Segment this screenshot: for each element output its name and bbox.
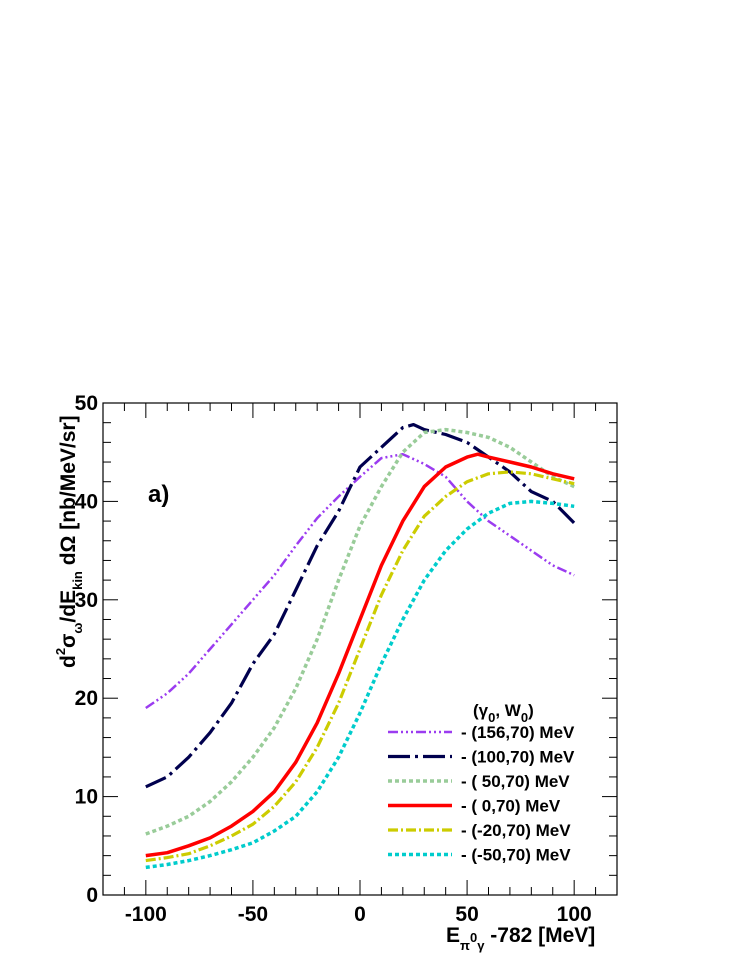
y-tick-label: 40 <box>75 490 98 513</box>
legend-title-sub-0: 0 <box>488 710 495 725</box>
legend-label-3: - ( 50,70) MeV <box>461 772 570 791</box>
series-layer <box>145 423 576 870</box>
legend: (γ0, W0) - (156,70) MeV- (100,70) MeV- (… <box>388 701 575 865</box>
legend-label-1: - (156,70) MeV <box>461 723 575 742</box>
y-label-mid: /dE <box>57 590 80 623</box>
series-line-2 <box>145 423 576 789</box>
y-label-tail: dΩ [nb/MeV/sr] <box>57 415 80 571</box>
x-axis-label: Eπ0γ -782 [MeV] <box>446 924 595 953</box>
legend-title: (γ0, W0) <box>473 701 534 725</box>
y-tick-label: 30 <box>75 589 98 612</box>
x-axis-ticks: -100 -50 0 50 100 <box>102 403 618 926</box>
y-tick-label: 10 <box>75 786 98 809</box>
legend-title-close: ) <box>528 701 534 720</box>
legend-title-open: (γ <box>473 701 489 720</box>
x-label-tail: -782 [MeV] <box>484 924 595 947</box>
x-tick-label: -100 <box>125 903 167 926</box>
y-label-d: d <box>57 655 80 668</box>
y-label-sup2: 2 <box>53 648 68 655</box>
legend-label-4: - ( 0,70) MeV <box>461 797 561 816</box>
legend-label-5: - (-20,70) MeV <box>461 821 571 840</box>
series-line-6 <box>145 499 575 870</box>
series-line-1 <box>145 452 575 710</box>
y-tick-label: 20 <box>75 687 98 710</box>
x-label-sub-gamma: γ <box>477 938 485 953</box>
y-axis-label: d2σω/dEkin dΩ [nb/MeV/sr] <box>53 415 85 668</box>
legend-label-2: - (100,70) MeV <box>461 748 575 767</box>
x-label-sub-zero: 0 <box>470 930 477 945</box>
y-label-sigma: σ <box>57 634 80 648</box>
x-tick-label: -50 <box>238 903 268 926</box>
svg-text:d2σω/dEkin dΩ [nb/MeV/sr]: d2σω/dEkin dΩ [nb/MeV/sr] <box>53 415 85 668</box>
legend-title-w: , W <box>495 701 521 720</box>
svg-text:Eπ0γ -782 [MeV]: Eπ0γ -782 [MeV] <box>446 924 595 953</box>
legend-title-sub-w0: 0 <box>521 710 528 725</box>
x-tick-label: 0 <box>354 903 366 926</box>
legend-label-6: - (-50,70) MeV <box>461 846 571 865</box>
y-axis-ticks: 0 10 20 30 40 50 <box>75 392 617 907</box>
x-label-e: E <box>446 924 460 947</box>
y-tick-label: 0 <box>86 884 98 907</box>
x-label-sub-pi: π <box>460 938 470 953</box>
y-tick-label: 50 <box>75 392 98 415</box>
series-line-5 <box>145 470 575 863</box>
x-tick-label: 50 <box>455 903 478 926</box>
y-label-sub-kin: kin <box>70 571 85 590</box>
x-tick-label: 100 <box>557 903 592 926</box>
y-label-sub-omega: ω <box>70 623 85 634</box>
panel-annotation: a) <box>148 481 169 508</box>
series-line-4 <box>145 452 575 858</box>
